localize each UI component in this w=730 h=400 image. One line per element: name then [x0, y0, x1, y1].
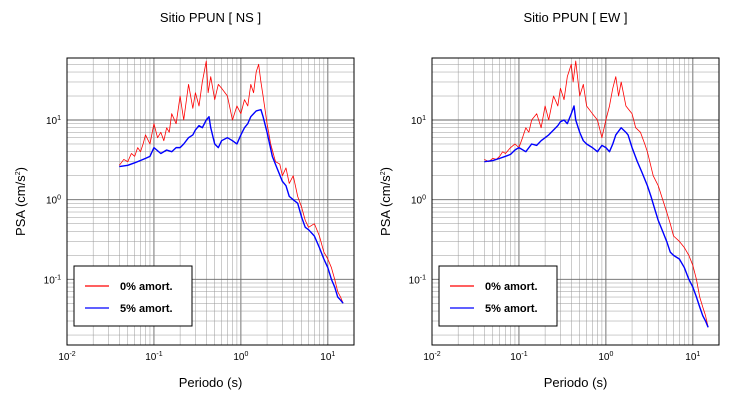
x-tick-label: 100 [233, 351, 248, 363]
legend-label-0: 0% amort. [120, 281, 173, 293]
x-tick-label: 101 [320, 351, 335, 363]
legend-label-0: 0% amort. [485, 281, 538, 293]
y-tick-label: 101 [46, 115, 61, 127]
y-tick-label: 10-1 [409, 274, 426, 286]
x-tick-labels: 10-2 10-1 100 101 [423, 351, 700, 363]
legend-label-1: 5% amort. [120, 303, 173, 315]
y-tick-label: 10-1 [44, 274, 61, 286]
legend-label-1: 5% amort. [485, 303, 538, 315]
x-tick-label: 101 [685, 351, 700, 363]
series-lines [119, 60, 344, 304]
series-line-1 [119, 108, 344, 304]
x-tick-label: 10-1 [145, 351, 162, 363]
chart-title: Sitio PPUN [ EW ] [523, 10, 627, 25]
x-tick-label: 100 [598, 351, 613, 363]
x-tick-label: 10-2 [423, 351, 440, 363]
plot-frame [431, 57, 720, 346]
chart-ns: Sitio PPUN [ NS ] Periodo (s) PSA (cm/s2… [13, 10, 355, 390]
series-line-1 [484, 105, 709, 328]
y-axis-label: PSA (cm/s2) [378, 167, 393, 236]
chart-title: Sitio PPUN [ NS ] [160, 10, 261, 25]
legend-box [73, 265, 193, 327]
y-tick-labels: 10-1 100 101 [409, 115, 426, 286]
x-axis-label: Periodo (s) [179, 375, 243, 390]
legend: 0% amort. 5% amort. [73, 265, 193, 327]
y-tick-label: 100 [46, 195, 61, 207]
series-line-0 [119, 60, 344, 304]
y-tick-label: 101 [411, 115, 426, 127]
chart-ew: Sitio PPUN [ EW ] Periodo (s) PSA (cm/s2… [378, 10, 720, 390]
series-lines [484, 60, 709, 328]
y-tick-label: 100 [411, 195, 426, 207]
legend: 0% amort. 5% amort. [438, 265, 558, 327]
plot-frame [66, 57, 355, 346]
x-tick-label: 10-2 [58, 351, 75, 363]
y-tick-labels: 10-1 100 101 [44, 115, 61, 286]
series-line-0 [484, 60, 709, 328]
y-axis-label: PSA (cm/s2) [13, 167, 28, 236]
x-tick-labels: 10-2 10-1 100 101 [58, 351, 335, 363]
legend-box [438, 265, 558, 327]
x-tick-label: 10-1 [510, 351, 527, 363]
x-axis-label: Periodo (s) [544, 375, 608, 390]
